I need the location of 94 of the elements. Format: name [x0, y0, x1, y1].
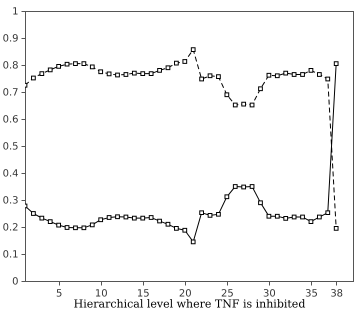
- point: [132, 70, 137, 76]
- point: [308, 219, 314, 224]
- x-tick-label: 38: [330, 288, 344, 300]
- point: [274, 73, 280, 78]
- point: [224, 194, 230, 200]
- point: [73, 61, 78, 66]
- point: [182, 59, 188, 64]
- point: [316, 72, 322, 77]
- point: [199, 210, 204, 216]
- point: [166, 222, 170, 227]
- point: [90, 64, 95, 70]
- point: [124, 214, 128, 220]
- point: [73, 225, 78, 230]
- point: [258, 200, 263, 206]
- point: [232, 184, 238, 189]
- point: [258, 86, 263, 92]
- point: [190, 239, 196, 244]
- point: [31, 76, 36, 80]
- point: [82, 225, 86, 230]
- point: [124, 72, 128, 77]
- point: [300, 72, 305, 77]
- point: [250, 102, 254, 108]
- x-tick-label: 20: [178, 288, 192, 300]
- point: [334, 226, 339, 231]
- point: [283, 70, 288, 76]
- point: [115, 214, 120, 220]
- point: [148, 215, 154, 220]
- x-tick-label: 35: [305, 288, 318, 300]
- x-tick-label: 25: [220, 288, 234, 300]
- point: [48, 219, 53, 224]
- y-tick-label: 0.9: [2, 34, 18, 44]
- point: [334, 61, 339, 66]
- point: [140, 216, 146, 220]
- point: [216, 212, 221, 217]
- point: [300, 214, 305, 220]
- y-tick-label: 0.1: [2, 250, 18, 260]
- point: [106, 215, 112, 220]
- point: [148, 71, 154, 76]
- point: [199, 76, 204, 82]
- point: [98, 69, 104, 74]
- x-axis-title: Hierarchical level where TNF is inhibited: [74, 298, 306, 310]
- point: [90, 222, 95, 228]
- point: [157, 218, 162, 224]
- point: [283, 216, 288, 221]
- point: [174, 226, 179, 231]
- y-tick-label: 1: [12, 6, 18, 18]
- y-tick-label: 0: [12, 276, 18, 288]
- y-tick-label: 0.8: [2, 60, 18, 72]
- point: [241, 102, 246, 107]
- x-tick-label: 5: [56, 288, 62, 300]
- x-tick-label: 10: [94, 288, 108, 300]
- point: [39, 216, 44, 220]
- point: [157, 68, 162, 73]
- point: [106, 72, 112, 76]
- point: [48, 67, 53, 72]
- point: [56, 64, 62, 69]
- point: [292, 214, 296, 220]
- point: [325, 210, 330, 216]
- point: [115, 72, 120, 78]
- point: [266, 72, 272, 78]
- point: [216, 74, 221, 79]
- point: [292, 72, 296, 77]
- point: [140, 71, 146, 76]
- point: [132, 216, 137, 220]
- point: [98, 217, 104, 222]
- point: [325, 76, 330, 82]
- y-tick-label: 0.5: [2, 142, 18, 152]
- point: [174, 60, 179, 66]
- point: [64, 225, 70, 230]
- point: [250, 184, 254, 189]
- point: [166, 65, 170, 70]
- x-tick-label: 30: [263, 288, 276, 300]
- x-tick-label: 15: [136, 288, 150, 300]
- y-tick-label: 0.4: [2, 168, 18, 180]
- point: [82, 61, 86, 66]
- point: [39, 71, 44, 76]
- point: [241, 184, 246, 190]
- point: [308, 68, 314, 73]
- point: [31, 211, 36, 216]
- point: [56, 222, 62, 228]
- point: [316, 214, 322, 220]
- point: [208, 73, 212, 78]
- point: [266, 214, 272, 219]
- y-tick-label: 0.6: [2, 114, 18, 126]
- point: [208, 213, 212, 218]
- y-tick-label: 0.3: [2, 196, 18, 206]
- point: [224, 92, 230, 98]
- point: [64, 62, 70, 67]
- point: [274, 214, 280, 219]
- point: [190, 47, 196, 52]
- point: [182, 228, 188, 233]
- point: [232, 102, 238, 108]
- y-tick-label: 0.2: [2, 222, 18, 234]
- y-tick-label: 0.7: [2, 88, 18, 98]
